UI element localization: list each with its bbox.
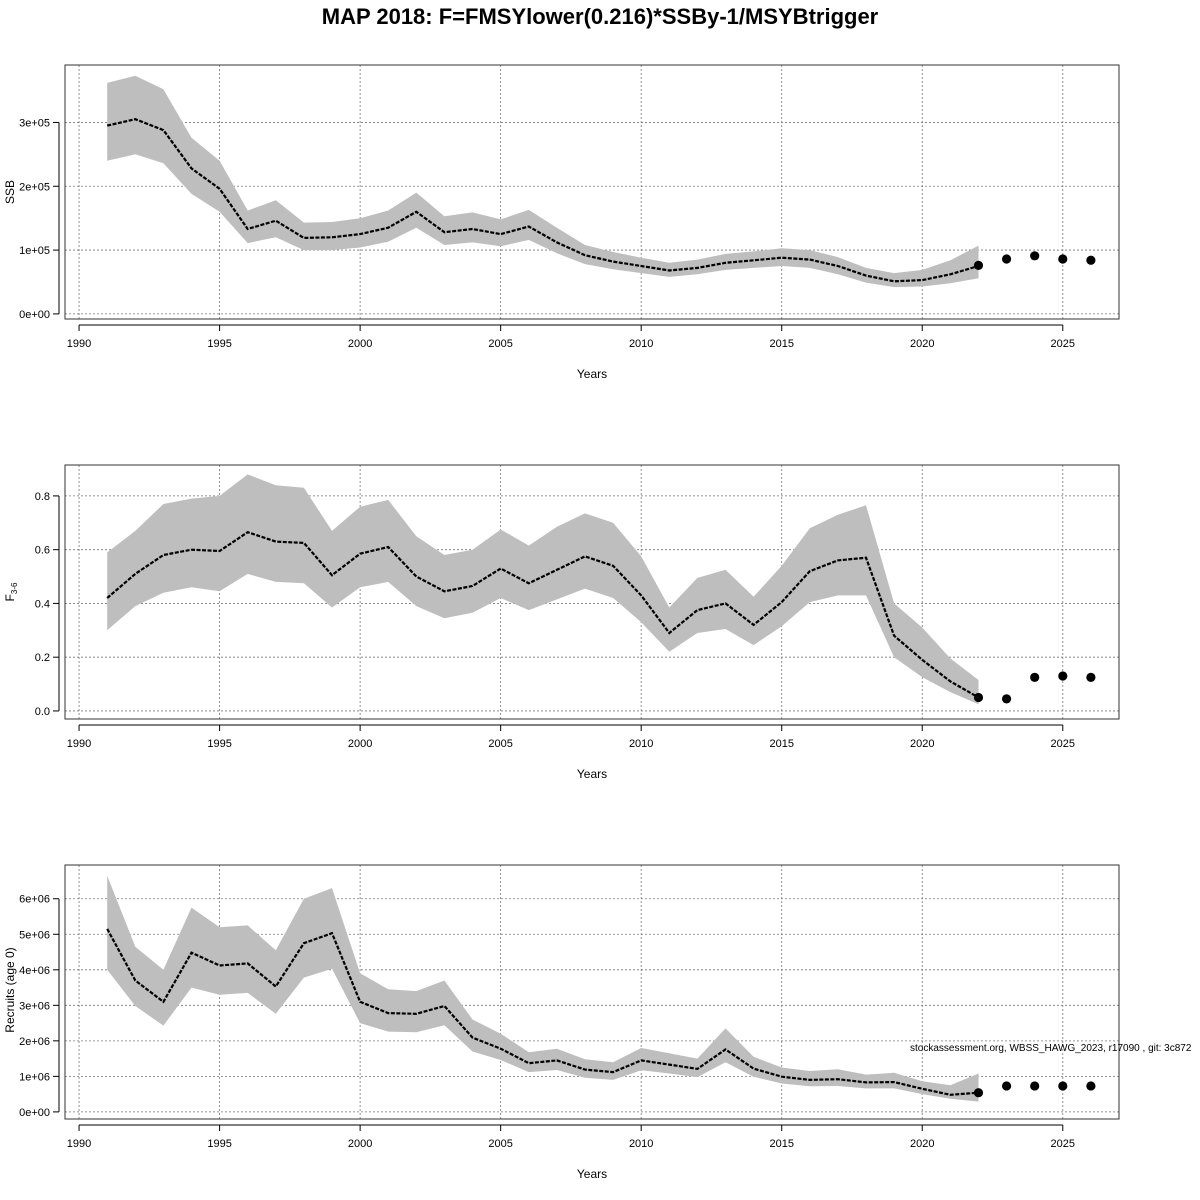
fbar-x-tick-label-1995: 1995	[207, 738, 231, 750]
recruits-y-tick-label-0e+00: 0e+00	[19, 1107, 50, 1119]
ssb-y-axis-label: SSB	[3, 180, 17, 204]
fbar-x-tick-label-2015: 2015	[769, 738, 793, 750]
ssb-y-tick-label-3e+05: 3e+05	[19, 117, 50, 129]
ssb-projection-point-2023	[1001, 254, 1012, 264]
ssb-x-axis-label: Years	[577, 367, 607, 381]
ssb-plot-frame	[64, 64, 1120, 320]
fbar-y-axis-label: F3-6	[3, 582, 19, 601]
fbar-panel: 1990 1995 2000 2005 2010 2015 2020 2025 Years 0.0…	[3, 464, 1120, 781]
fbar-projection-point-2022	[973, 692, 984, 703]
recruits-x-tick-label-2025: 2025	[1051, 1138, 1075, 1150]
ssb-x-tick-label-2005: 2005	[488, 338, 512, 350]
fbar-x-axis-label: Years	[577, 767, 607, 781]
recruits-y-tick-label-4e+06: 4e+06	[19, 965, 50, 977]
recruits-y-tick-label-2e+06: 2e+06	[19, 1036, 50, 1048]
ssb-y-tick-label-1e+05: 1e+05	[19, 245, 50, 257]
recruits-projection-point-2023	[1001, 1081, 1012, 1091]
fbar-y-tick-label-0.6: 0.6	[35, 545, 50, 557]
recruits-y-tick-label-5e+06: 5e+06	[19, 929, 50, 941]
ssb-x-tick-label-1990: 1990	[67, 338, 91, 350]
recruits-x-axis-label: Years	[577, 1167, 607, 1181]
ssb-projection-point-2022	[973, 260, 984, 270]
recruits-plot-frame	[64, 864, 1120, 1120]
recruits-x-tick-label-2000: 2000	[348, 1138, 372, 1150]
recruits-x-tick-label-1995: 1995	[207, 1138, 231, 1150]
recruits-y-tick-label-6e+06: 6e+06	[19, 894, 50, 906]
ssb-confidence-band	[107, 75, 979, 288]
fbar-estimate-line	[106, 530, 980, 699]
fbar-y-tick-label-0.8: 0.8	[35, 491, 50, 503]
fbar-y-tick-label-0.0: 0.0	[35, 706, 50, 718]
ssb-x-tick-label-2015: 2015	[769, 338, 793, 350]
ssb-x-tick-label-2020: 2020	[910, 338, 934, 350]
footnote: stockassessment.org, WBSS_HAWG_2023, r17…	[910, 1043, 1192, 1054]
ssb-x-tick-label-1995: 1995	[207, 338, 231, 350]
recruits-x-tick-label-2015: 2015	[769, 1138, 793, 1150]
ssb-x-tick-label-2010: 2010	[629, 338, 653, 350]
fbar-projection-point-2025	[1058, 671, 1068, 681]
ssb-y-tick-label-0e+00: 0e+00	[19, 309, 50, 321]
fbar-y-axis-label-main: F	[3, 594, 17, 601]
recruits-confidence-band	[107, 875, 979, 1102]
ssb-estimate-line	[106, 118, 979, 283]
recruits-x-tick-label-2010: 2010	[629, 1138, 653, 1150]
fbar-plot-frame	[64, 464, 1120, 720]
fbar-projection-point-2023	[1001, 694, 1012, 704]
fbar-y-tick-label-0.4: 0.4	[35, 598, 50, 610]
recruits-y-tick-label-3e+06: 3e+06	[19, 1000, 50, 1012]
recruits-projection-point-2024	[1030, 1081, 1040, 1091]
fbar-y-tick-label-0.2: 0.2	[35, 652, 50, 664]
recruits-x-tick-label-2020: 2020	[910, 1138, 934, 1150]
fbar-y-axis-label-sub: 3-6	[10, 582, 19, 594]
recruits-projection-point-2022	[973, 1088, 984, 1098]
fbar-x-tick-label-2005: 2005	[488, 738, 512, 750]
recruits-panel: 1990 1995 2000 2005 2010 2015 2020 2025 Years 0e+…	[3, 864, 1120, 1181]
fbar-projection-point-2024	[1030, 672, 1040, 682]
recruits-x-tick-label-2005: 2005	[488, 1138, 512, 1150]
ssb-x-tick-label-2000: 2000	[348, 338, 372, 350]
fbar-x-tick-label-2025: 2025	[1051, 738, 1075, 750]
fbar-confidence-band	[107, 474, 979, 705]
fbar-projection-point-2026	[1086, 672, 1096, 682]
fbar-x-tick-label-2010: 2010	[629, 738, 653, 750]
recruits-y-tick-label-1e+06: 1e+06	[19, 1071, 50, 1083]
recruits-x-tick-label-1990: 1990	[67, 1138, 91, 1150]
ssb-projection-point-2025	[1058, 254, 1068, 264]
ssb-y-tick-label-2e+05: 2e+05	[19, 181, 50, 193]
chart-title: MAP 2018: F=FMSYlower(0.216)*SSBy-1/MSYB…	[322, 4, 879, 29]
recruits-projection-point-2025	[1058, 1081, 1068, 1091]
ssb-panel: 1990 1995 2000 2005 2010 2015 2020 2025 Years 0e+…	[3, 64, 1120, 381]
ssb-projection-point-2026	[1086, 255, 1096, 265]
recruits-projection-point-2026	[1086, 1081, 1096, 1091]
fbar-x-tick-label-1990: 1990	[67, 738, 91, 750]
ssb-x-tick-label-2025: 2025	[1051, 338, 1075, 350]
ssb-projection-point-2024	[1030, 251, 1040, 261]
fbar-x-tick-label-2000: 2000	[348, 738, 372, 750]
recruits-y-axis-label: Recruits (age 0)	[3, 947, 17, 1032]
fbar-x-tick-label-2020: 2020	[910, 738, 934, 750]
recruits-estimate-line	[106, 928, 979, 1096]
